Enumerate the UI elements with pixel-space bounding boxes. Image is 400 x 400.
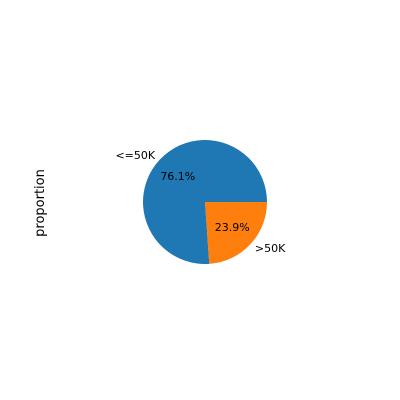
pie-slices bbox=[142, 140, 267, 264]
pie-value-label-0: 76.1% bbox=[160, 170, 195, 183]
pie-value-label-1: 23.9% bbox=[215, 221, 250, 234]
pie-category-label-0: <=50K bbox=[115, 149, 155, 162]
y-axis-label: proportion bbox=[33, 169, 48, 237]
pie-slice-1 bbox=[205, 202, 267, 264]
pie-category-label-1: >50K bbox=[255, 242, 286, 255]
pie-labels: 76.1% <=50K 23.9% >50K bbox=[115, 149, 286, 255]
